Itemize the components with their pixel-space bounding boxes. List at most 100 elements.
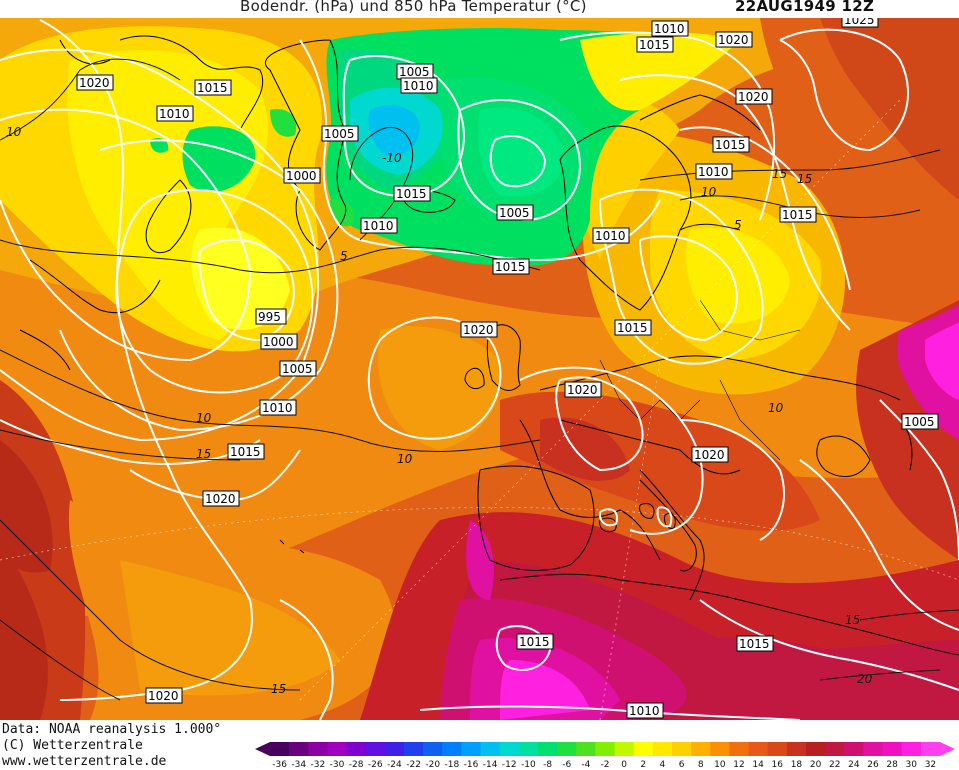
legend-tick-labels: -36 -34 -32 -30 -28 -26 -24 -22 -20 -18 -16 -14 -12-…: [272, 760, 936, 770]
svg-text:1015: 1015: [715, 138, 746, 152]
isotherm-label: 5: [340, 249, 348, 263]
isotherm-label: 5: [734, 218, 742, 232]
legend-color-swatch: [825, 742, 845, 756]
legend-color-swatch: [289, 742, 309, 756]
legend-color-swatch: [901, 742, 922, 756]
legend-tick-label: -20: [425, 760, 440, 770]
isotherm-label: -10: [382, 151, 402, 165]
legend-color-swatch: [557, 742, 577, 756]
legend-tick-label: 30: [906, 760, 918, 770]
legend-tick-label: -2: [601, 760, 610, 770]
isobar-label: 1005: [901, 413, 939, 430]
legend-tick-label: 8: [698, 760, 704, 770]
legend-tick-label: 32: [925, 760, 936, 770]
legend-tick-label: 0: [621, 760, 627, 770]
svg-text:1005: 1005: [282, 362, 313, 376]
isobar-labels: 1010 1015 1020 1025 1020 1015 1010 1005 …: [76, 18, 939, 719]
svg-text:1020: 1020: [79, 76, 110, 90]
isotherm-labels: 10 -10 5 10 15 10 15 15 10 5 15 20 15 10: [6, 125, 873, 696]
legend-tick-label: -30: [330, 760, 345, 770]
isobar-label: 1015: [492, 258, 530, 275]
legend-tick-label: -22: [406, 760, 421, 770]
legend-tick-label: -16: [464, 760, 479, 770]
isotherm-label: 15: [772, 167, 787, 181]
legend-tick-label: 16: [772, 760, 784, 770]
legend-tick-label: 26: [867, 760, 879, 770]
legend-color-swatch: [652, 742, 673, 756]
svg-text:1020: 1020: [738, 90, 769, 104]
legend-color-swatch: [538, 742, 558, 756]
legend-tick-label: 18: [791, 760, 803, 770]
legend-color-swatch: [748, 742, 769, 756]
svg-text:1015: 1015: [617, 321, 648, 335]
svg-text:1005: 1005: [324, 127, 355, 141]
legend-tick-label: -18: [445, 760, 460, 770]
legend-tick-label: -26: [368, 760, 383, 770]
isobar-label: 1005: [496, 204, 534, 221]
legend-color-swatch: [461, 742, 482, 756]
legend-color-swatch: [576, 742, 596, 756]
legend-right-arrow: [940, 742, 955, 756]
legend-tick-label: -32: [311, 760, 326, 770]
svg-text:1000: 1000: [263, 335, 294, 349]
legend-color-swatch: [384, 742, 405, 756]
legend-tick-label: 10: [714, 760, 726, 770]
legend-tick-label: -36: [272, 760, 287, 770]
map-title: Bodendr. (hPa) und 850 hPa Temperatur (°…: [240, 0, 587, 15]
isotherm-label: 15: [797, 172, 812, 186]
isobar-label: 1015: [516, 633, 554, 650]
legend-tick-label: -8: [543, 760, 552, 770]
legend-tick-label: 24: [848, 760, 860, 770]
isotherm-label: 10: [196, 411, 212, 425]
svg-text:1015: 1015: [495, 260, 526, 274]
svg-text:1020: 1020: [463, 323, 494, 337]
svg-text:1010: 1010: [629, 704, 660, 718]
svg-text:1010: 1010: [595, 229, 626, 243]
isobar-label: 1015: [712, 136, 750, 153]
weather-map: 1010 1015 1020 1025 1020 1015 1010 1005 …: [0, 18, 959, 720]
isobar-label: 1010: [156, 105, 194, 122]
isotherms: [0, 58, 959, 701]
isobar-label: 1015: [736, 635, 774, 652]
isotherm-label: 20: [857, 672, 873, 686]
svg-text:1005: 1005: [904, 415, 935, 429]
isobar-label: 1000: [260, 333, 298, 350]
svg-text:995: 995: [258, 310, 281, 324]
isobar-label: 1015: [614, 319, 652, 336]
isotherm-label: 10: [6, 125, 22, 139]
svg-text:1010: 1010: [363, 219, 394, 233]
legend-color-swatch: [518, 742, 539, 756]
legend-tick-label: 28: [886, 760, 898, 770]
svg-text:1010: 1010: [159, 107, 190, 121]
isobar-label: 1010: [259, 399, 297, 416]
isotherm-label: 10: [768, 401, 784, 415]
svg-text:1015: 1015: [197, 81, 228, 95]
legend-tick-label: -10: [521, 760, 536, 770]
legend-tick-label: -24: [387, 760, 402, 770]
website-link[interactable]: www.wetterzentrale.de: [2, 754, 167, 769]
svg-text:1005: 1005: [399, 65, 430, 79]
legend-color-swatch: [806, 742, 826, 756]
svg-text:1015: 1015: [639, 38, 670, 52]
legend-tick-label: -28: [349, 760, 364, 770]
legend-color-swatch: [920, 742, 941, 756]
isobar-label: 1000: [283, 167, 321, 184]
graticule: [0, 99, 959, 720]
legend-color-swatch: [423, 742, 443, 756]
isobar-label: 1020: [715, 31, 753, 48]
legend-tick-label: -4: [581, 760, 590, 770]
legend-tick-label: 4: [660, 760, 666, 770]
isobar-label: 1020: [735, 88, 773, 105]
svg-text:1010: 1010: [654, 22, 685, 36]
svg-text:1000: 1000: [286, 169, 317, 183]
legend-color-swatch: [499, 742, 520, 756]
svg-text:1020: 1020: [148, 689, 179, 703]
legend-color-swatch: [308, 742, 328, 756]
map-title-bar: Bodendr. (hPa) und 850 hPa Temperatur (°…: [0, 0, 959, 18]
legend-color-swatch: [786, 742, 807, 756]
legend-tick-label: 6: [679, 760, 685, 770]
legend-color-swatch: [346, 742, 367, 756]
legend-color-swatch: [691, 742, 711, 756]
legend-tick-label: 2: [640, 760, 646, 770]
map-footer: Data: NOAA reanalysis 1.000° (C) Wetterz…: [0, 720, 959, 770]
